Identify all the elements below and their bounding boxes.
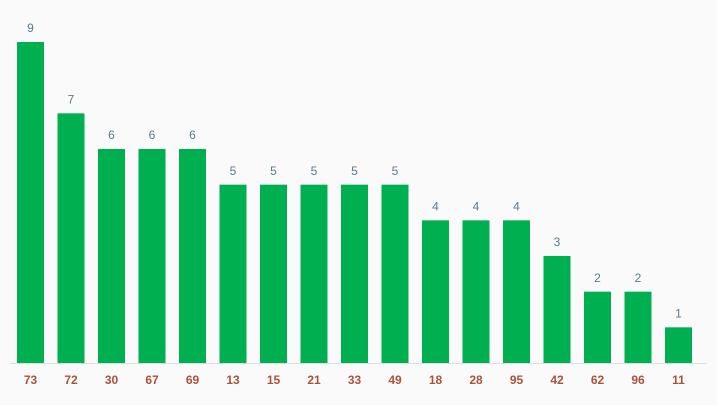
bar bbox=[503, 220, 530, 363]
x-tick-label: 18 bbox=[429, 373, 443, 387]
x-tick-label: 49 bbox=[388, 373, 402, 387]
value-label: 4 bbox=[513, 200, 520, 214]
x-tick-label: 30 bbox=[105, 373, 119, 387]
x-tick-label: 21 bbox=[307, 373, 321, 387]
bar bbox=[381, 184, 409, 363]
bar bbox=[219, 184, 247, 363]
bar bbox=[462, 220, 490, 363]
bar bbox=[341, 184, 368, 363]
bar bbox=[422, 220, 449, 363]
bar bbox=[300, 184, 328, 363]
value-label: 4 bbox=[473, 200, 480, 214]
x-tick-label: 72 bbox=[64, 373, 78, 387]
x-tick-label: 11 bbox=[672, 373, 685, 387]
value-label: 7 bbox=[68, 93, 75, 107]
bar bbox=[260, 184, 287, 363]
value-label: 3 bbox=[554, 235, 561, 249]
bar bbox=[138, 149, 166, 363]
x-tick-label: 15 bbox=[267, 373, 281, 387]
value-label: 2 bbox=[635, 271, 642, 285]
bar bbox=[584, 291, 611, 363]
value-label: 2 bbox=[594, 271, 601, 285]
x-tick-label: 42 bbox=[550, 373, 564, 387]
bar bbox=[17, 42, 44, 363]
value-label: 6 bbox=[189, 128, 196, 142]
x-tick-label: 62 bbox=[591, 373, 605, 387]
bar bbox=[98, 149, 125, 363]
bar bbox=[665, 327, 692, 363]
value-label: 6 bbox=[149, 128, 156, 142]
x-tick-label: 67 bbox=[145, 373, 159, 387]
value-label: 5 bbox=[270, 164, 277, 178]
bar bbox=[179, 149, 206, 363]
x-tick-label: 96 bbox=[631, 373, 645, 387]
value-label: 1 bbox=[675, 307, 682, 321]
bar bbox=[543, 256, 571, 363]
value-label: 9 bbox=[27, 21, 34, 35]
x-tick-label: 95 bbox=[510, 373, 524, 387]
bar bbox=[624, 291, 652, 363]
x-tick-label: 28 bbox=[469, 373, 483, 387]
bar bbox=[57, 113, 85, 363]
x-tick-label: 33 bbox=[348, 373, 362, 387]
value-label: 6 bbox=[108, 128, 115, 142]
x-tick-label: 69 bbox=[186, 373, 200, 387]
x-tick-label: 73 bbox=[24, 373, 38, 387]
value-label: 4 bbox=[432, 200, 439, 214]
value-label: 5 bbox=[351, 164, 358, 178]
value-label: 5 bbox=[392, 164, 399, 178]
value-label: 5 bbox=[311, 164, 318, 178]
x-tick-label: 13 bbox=[226, 373, 240, 387]
value-label: 5 bbox=[230, 164, 237, 178]
